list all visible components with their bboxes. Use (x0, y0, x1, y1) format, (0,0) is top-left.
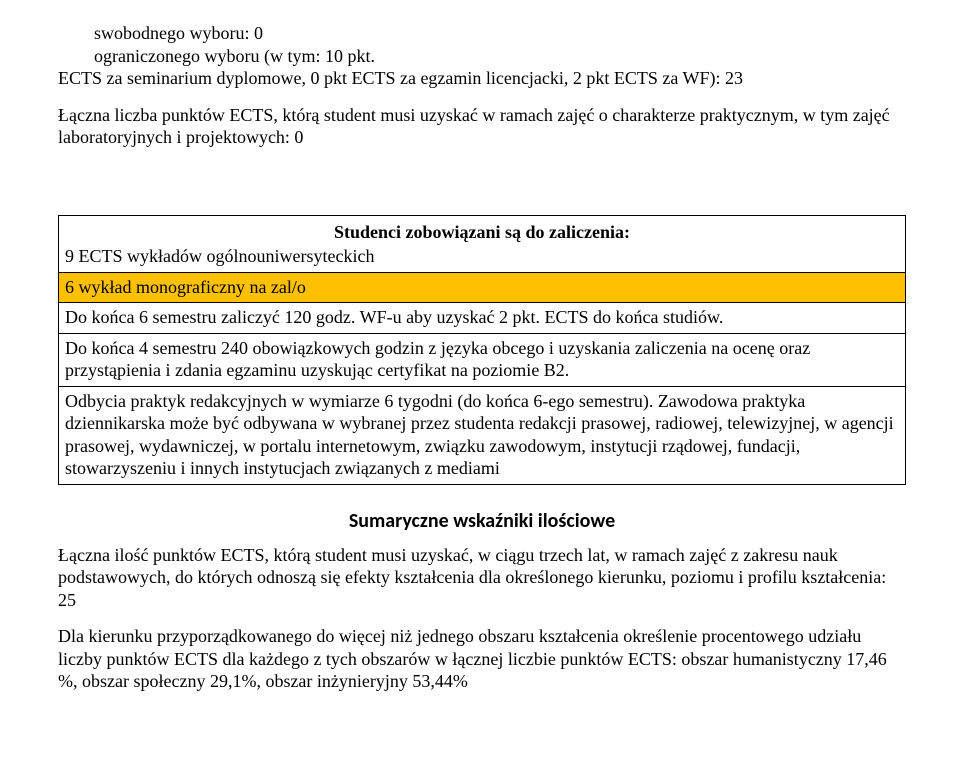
table-header-cell: Studenci zobowiązani są do zaliczenia: 9… (59, 215, 906, 272)
spacer (58, 171, 906, 215)
top-text-block: swobodnego wyboru: 0 ograniczonego wybor… (58, 22, 906, 149)
summary-heading: Sumaryczne wskaźniki ilościowe (58, 509, 906, 534)
top-line-3: ECTS za seminarium dyplomowe, 0 pkt ECTS… (58, 67, 906, 90)
requirements-table: Studenci zobowiązani są do zaliczenia: 9… (58, 215, 906, 485)
top-line-2: ograniczonego wyboru (w tym: 10 pkt. (58, 45, 906, 68)
spacer (58, 90, 906, 104)
table-row-3: Do końca 6 semestru zaliczyć 120 godz. W… (59, 303, 906, 334)
table-row-1-text: 9 ECTS wykładów ogólnouniwersyteckich (65, 245, 899, 268)
table-row-highlight: 6 wykład monograficzny na zal/o (59, 272, 906, 303)
table-row-4: Do końca 4 semestru 240 obowiązkowych go… (59, 333, 906, 386)
top-line-4: Łączna liczba punktów ECTS, którą studen… (58, 104, 906, 149)
top-line-1: swobodnego wyboru: 0 (58, 22, 906, 45)
document-page: swobodnego wyboru: 0 ograniczonego wybor… (0, 0, 960, 737)
table-row-5: Odbycia praktyk redakcyjnych w wymiarze … (59, 386, 906, 484)
table-heading: Studenci zobowiązani są do zaliczenia: (65, 221, 899, 244)
summary-paragraph-2: Dla kierunku przyporządkowanego do więce… (58, 625, 906, 693)
summary-paragraph-1: Łączna ilość punktów ECTS, którą student… (58, 544, 906, 612)
